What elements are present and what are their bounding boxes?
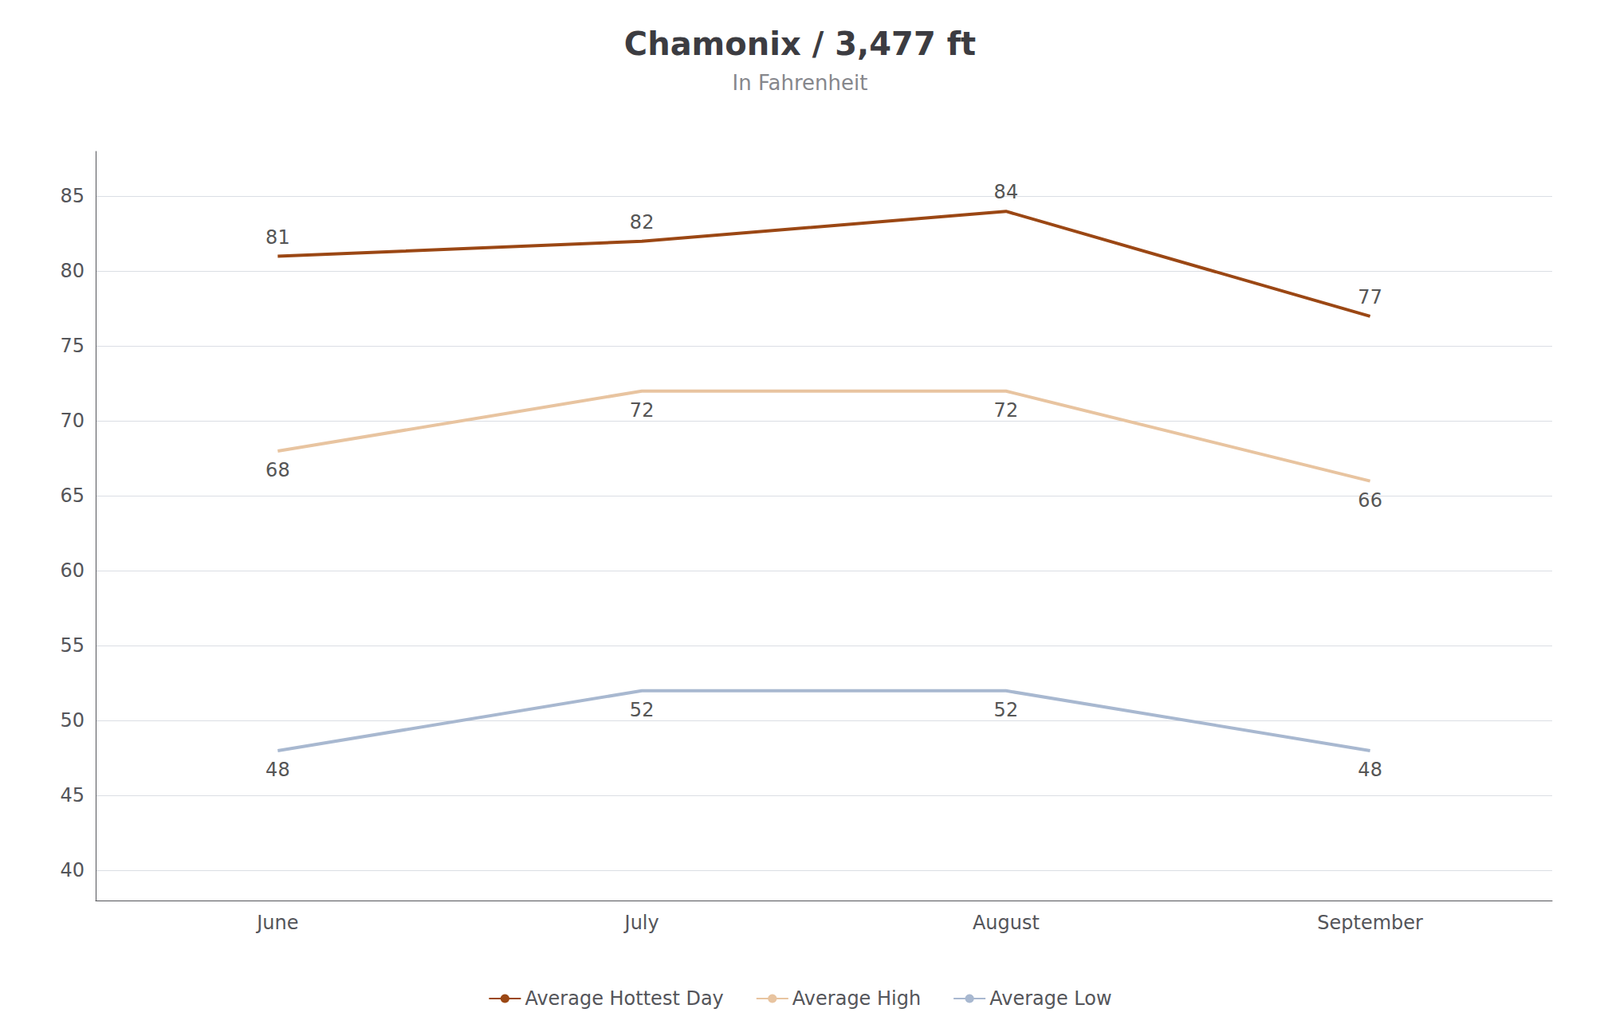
svg-text:55: 55 <box>59 634 85 657</box>
svg-text:80: 80 <box>59 259 85 283</box>
svg-text:72: 72 <box>994 399 1019 422</box>
svg-text:Average Hottest Day: Average Hottest Day <box>524 987 724 1011</box>
svg-text:81: 81 <box>265 226 291 249</box>
svg-text:66: 66 <box>1357 489 1383 512</box>
svg-text:August: August <box>972 912 1040 935</box>
svg-text:50: 50 <box>59 709 85 732</box>
svg-text:52: 52 <box>629 699 655 722</box>
svg-text:Chamonix / 3,477 ft: Chamonix / 3,477 ft <box>624 25 976 63</box>
svg-text:52: 52 <box>994 699 1019 722</box>
svg-text:82: 82 <box>629 211 655 234</box>
svg-text:In Fahrenheit: In Fahrenheit <box>732 70 869 95</box>
svg-text:60: 60 <box>59 559 85 582</box>
svg-text:June: June <box>255 912 299 935</box>
svg-text:July: July <box>623 912 660 935</box>
svg-text:68: 68 <box>265 459 291 482</box>
svg-text:85: 85 <box>59 184 85 208</box>
svg-text:75: 75 <box>59 334 85 358</box>
svg-text:Average High: Average High <box>792 987 921 1011</box>
svg-text:72: 72 <box>629 399 655 422</box>
svg-text:48: 48 <box>1357 758 1383 782</box>
svg-text:84: 84 <box>994 180 1019 204</box>
svg-text:70: 70 <box>59 409 85 433</box>
svg-text:September: September <box>1316 912 1424 935</box>
svg-text:77: 77 <box>1357 286 1383 309</box>
svg-text:65: 65 <box>59 484 85 508</box>
svg-text:40: 40 <box>59 859 85 882</box>
svg-text:Average Low: Average Low <box>989 987 1112 1011</box>
svg-text:45: 45 <box>59 784 85 807</box>
svg-text:48: 48 <box>265 758 291 782</box>
